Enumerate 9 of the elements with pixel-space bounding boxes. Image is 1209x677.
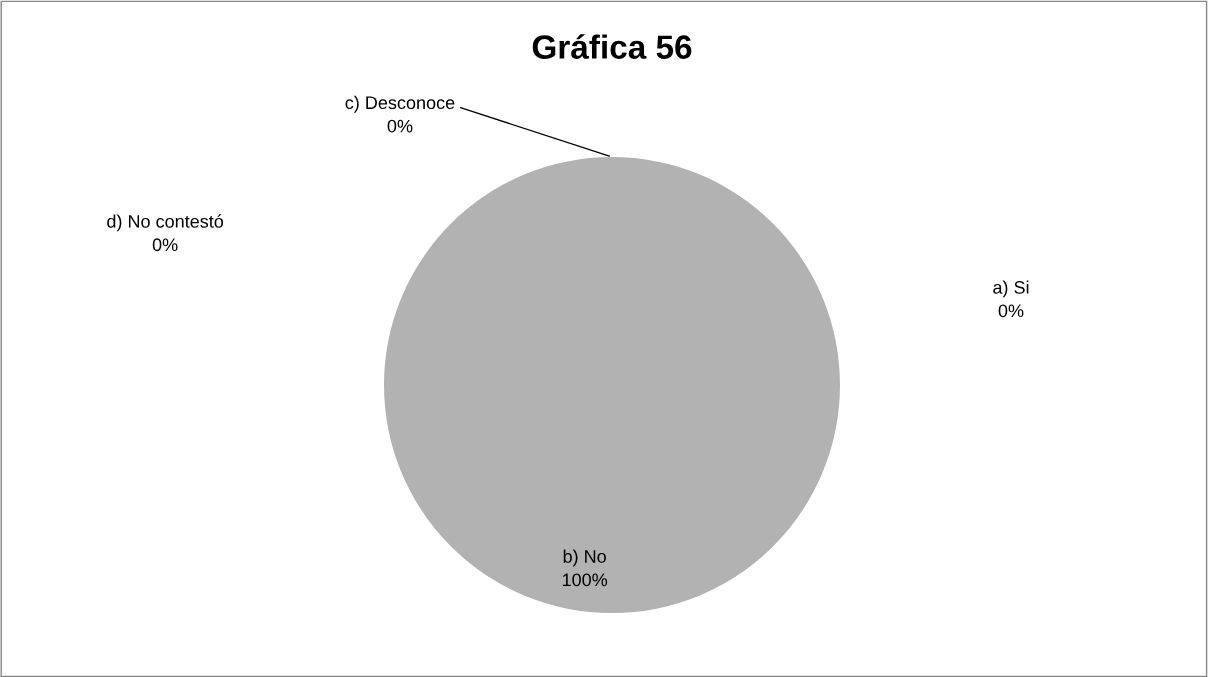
- slice-label: b) No: [563, 549, 606, 567]
- data-label: 100%: [562, 573, 608, 587]
- category-label: d) No contestó: [107, 214, 224, 232]
- text: 0%: [998, 304, 1024, 318]
- chart-title: Gráfica 56: [532, 34, 692, 59]
- text: 0%: [387, 119, 413, 133]
- text: 0%: [152, 238, 178, 252]
- category-label: c) Desconoce: [345, 95, 455, 113]
- category-label: a) Si: [993, 280, 1029, 298]
